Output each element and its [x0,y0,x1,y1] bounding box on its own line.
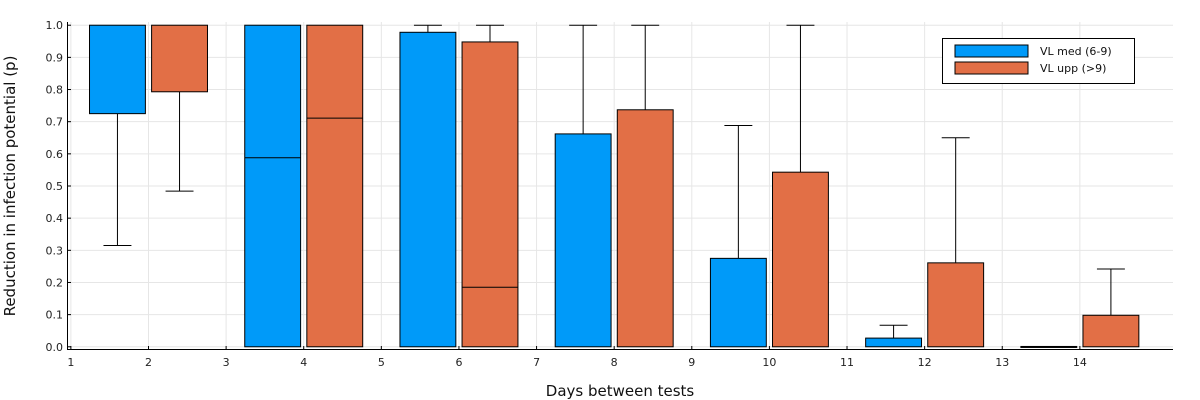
box [616,109,674,348]
box-group [89,24,146,246]
box [865,337,923,348]
y-axis-label: Reduction in infection potential (p) [1,56,19,317]
box [461,41,519,348]
legend-swatch-vl-med [954,44,1029,58]
box [772,171,829,348]
legend-label-vl-med: VL med (6-9) [1040,45,1112,58]
y-tick-label: 0.9 [46,51,64,64]
y-tick-label: 0.6 [46,148,64,161]
box-group [399,24,457,348]
y-tick-label: 0.0 [46,341,64,354]
y-tick-label: 0.3 [46,244,64,257]
x-axis-label: Days between tests [546,382,695,400]
y-tick-label: 0.5 [46,180,64,193]
box-group [151,24,208,192]
plot-area [89,24,1140,348]
box-group [616,24,674,348]
x-tick-label: 7 [533,356,540,369]
x-tick-label: 6 [455,356,462,369]
y-tick-label: 0.1 [46,309,64,322]
y-tick-label: 0.8 [46,84,64,97]
box-group [865,324,923,348]
legend-swatch-vl-upp [954,61,1029,75]
x-tick-label: 5 [378,356,385,369]
box-group [927,137,985,348]
x-tick-label: 11 [840,356,854,369]
x-tick-label: 8 [611,356,618,369]
legend: VL med (6-9) VL upp (>9) [942,38,1135,84]
x-tick-label: 3 [223,356,230,369]
legend-label-vl-upp: VL upp (>9) [1040,62,1106,75]
box-group [1082,268,1140,348]
box [1082,314,1140,348]
box-group [772,24,829,348]
box [89,24,146,115]
x-tick-label: 10 [762,356,776,369]
x-tick-label: 12 [918,356,932,369]
box [151,24,208,93]
box-group [244,24,302,348]
x-tick-label: 14 [1073,356,1087,369]
box [709,257,767,348]
y-tick-label: 0.7 [46,116,64,129]
x-ticks: 1 2 3 4 5 6 7 8 9 10 11 12 13 14 [67,346,1087,369]
box [244,24,302,348]
x-tick-label: 13 [995,356,1009,369]
x-tick-label: 1 [67,356,74,369]
box-group [306,24,364,348]
y-tick-label: 0.4 [46,212,64,225]
box-group [1020,345,1078,348]
x-tick-label: 4 [300,356,307,369]
box [306,24,364,348]
box-group [709,125,767,348]
y-ticks: 0.0 0.1 0.2 0.3 0.4 0.5 0.6 0.7 0.8 0.9 1.0 [46,19,71,354]
y-tick-label: 1.0 [46,19,64,32]
y-tick-label: 0.2 [46,276,64,289]
box [554,133,612,348]
x-tick-label: 2 [145,356,152,369]
box [1020,345,1078,348]
box-group [554,24,612,348]
x-tick-label: 9 [688,356,695,369]
box [399,31,457,348]
box-group [461,24,519,348]
box [927,262,985,348]
